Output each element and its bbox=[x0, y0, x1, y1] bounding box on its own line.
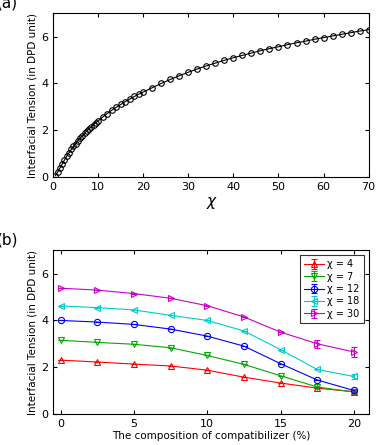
Legend: χ = 4, χ = 7, χ = 12, χ = 18, χ = 30: χ = 4, χ = 7, χ = 12, χ = 18, χ = 30 bbox=[300, 255, 364, 323]
Text: (a): (a) bbox=[0, 0, 17, 10]
Text: (b): (b) bbox=[0, 232, 18, 247]
X-axis label: The composition of compatibilizer (%): The composition of compatibilizer (%) bbox=[112, 432, 310, 441]
X-axis label: χ: χ bbox=[206, 194, 215, 210]
Y-axis label: Interfacial Tension (in DPD unit): Interfacial Tension (in DPD unit) bbox=[27, 12, 37, 178]
Y-axis label: Interfacial Tension (in DPD unit): Interfacial Tension (in DPD unit) bbox=[27, 250, 37, 415]
